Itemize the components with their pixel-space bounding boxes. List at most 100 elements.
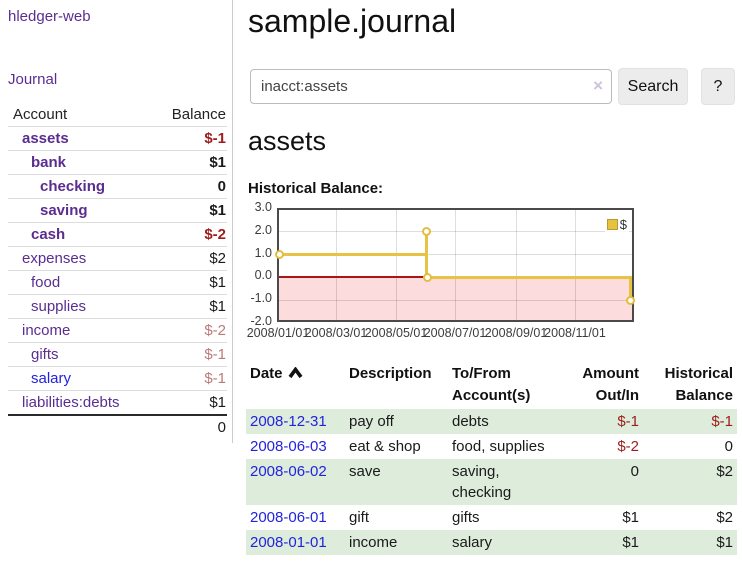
transaction-balance: $-1 <box>643 409 737 434</box>
gridline <box>279 254 632 255</box>
gridline <box>396 210 397 320</box>
accounts-total-row: 0 <box>8 414 227 439</box>
account-balance: 0 <box>150 174 227 199</box>
account-balance: $-2 <box>150 222 227 247</box>
data-point-marker <box>423 273 432 282</box>
help-button[interactable]: ? <box>701 68 735 105</box>
x-tick-label: 2008/07/01 <box>423 326 487 340</box>
sidebar-item-journal[interactable]: Journal <box>8 71 58 88</box>
account-row-food: food $1 <box>8 270 227 295</box>
account-balance: $2 <box>150 246 227 271</box>
sort-ascending-icon <box>288 367 302 379</box>
search-button[interactable]: Search <box>618 68 688 105</box>
sidebar: hledger-web Journal Account Balance asse… <box>0 0 233 443</box>
register-table: Date Description To/From Account(s) Amou… <box>246 361 737 555</box>
transaction-date-link[interactable]: 2008-06-02 <box>250 463 327 480</box>
account-balance: $-2 <box>150 318 227 343</box>
register-row[interactable]: 2008-06-01 gift gifts $1 $2 <box>246 505 737 530</box>
transaction-description: save <box>345 459 448 505</box>
transaction-accounts: debts <box>448 409 564 434</box>
chart-title: Historical Balance: <box>248 180 384 197</box>
data-point-marker <box>626 296 635 305</box>
account-link-gifts[interactable]: gifts <box>31 346 59 363</box>
description-column-header: Description <box>349 365 432 382</box>
account-row-cash: cash $-2 <box>8 222 227 247</box>
accounts-column-header: To/From Account(s) <box>452 365 531 404</box>
account-link-checking[interactable]: checking <box>40 178 106 195</box>
account-row-supplies: supplies $1 <box>8 294 227 319</box>
account-row-saving: saving $1 <box>8 198 227 223</box>
search-input[interactable] <box>250 69 612 104</box>
account-balance: $1 <box>150 270 227 295</box>
accounts-total-value: 0 <box>150 414 227 439</box>
transaction-date-link[interactable]: 2008-01-01 <box>250 534 327 551</box>
transaction-balance: 0 <box>724 438 733 455</box>
legend-label: $ <box>619 217 627 232</box>
app-title-link[interactable]: hledger-web <box>8 8 91 25</box>
balance-column-header: Balance <box>171 106 226 123</box>
chart-legend: $ <box>604 216 629 233</box>
balance-line-segment <box>279 253 427 256</box>
account-link-saving[interactable]: saving <box>40 202 88 219</box>
account-row-expenses: expenses $2 <box>8 246 227 271</box>
gridline <box>336 210 337 320</box>
transaction-balance: $1 <box>643 530 737 555</box>
transaction-accounts: saving, checking <box>448 459 564 505</box>
legend-dollar-swatch <box>606 219 618 230</box>
clear-search-icon[interactable]: × <box>593 76 603 95</box>
transaction-accounts: salary <box>448 530 564 555</box>
account-balance: $1 <box>150 198 227 223</box>
account-row-checking: checking 0 <box>8 174 227 199</box>
gridline <box>516 210 517 320</box>
account-link-supplies[interactable]: supplies <box>31 298 87 315</box>
register-row[interactable]: 2008-06-03 eat & shop food, supplies $-2… <box>246 434 737 459</box>
balance-line-segment <box>427 276 632 279</box>
transaction-amount: $-1 <box>564 409 643 434</box>
account-link-liabilities-debts[interactable]: liabilities:debts <box>22 394 120 411</box>
amount-column-header: Amount Out/In <box>582 365 639 404</box>
gridline <box>279 231 632 232</box>
balance-column-header: Historical Balance <box>664 365 733 404</box>
negative-region <box>279 278 632 320</box>
account-row-assets: assets $-1 <box>8 126 227 151</box>
account-link-food[interactable]: food <box>31 274 61 291</box>
register-row[interactable]: 2008-01-01 income salary $1 $1 <box>246 530 737 555</box>
y-tick-label: 1.0 <box>254 246 272 260</box>
account-link-salary[interactable]: salary <box>31 370 72 387</box>
account-link-assets[interactable]: assets <box>22 130 69 147</box>
transaction-date-link[interactable]: 2008-06-03 <box>250 438 327 455</box>
gridline <box>575 210 576 320</box>
account-balance: $-1 <box>150 342 227 367</box>
transaction-date-link[interactable]: 2008-12-31 <box>250 413 327 430</box>
transaction-accounts: gifts <box>452 509 480 526</box>
transaction-description: income <box>345 530 448 555</box>
account-column-header: Account <box>13 106 68 123</box>
transaction-amount: $1 <box>622 509 639 526</box>
y-tick-label: 0.0 <box>254 268 272 282</box>
transaction-description: pay off <box>345 409 448 434</box>
transaction-amount: $1 <box>564 530 643 555</box>
x-tick-label: 2008/11/01 <box>544 326 606 340</box>
gridline <box>279 300 632 301</box>
account-row-bank: bank $1 <box>8 150 227 175</box>
account-balance: $-1 <box>150 126 227 151</box>
account-link-cash[interactable]: cash <box>31 226 66 243</box>
data-point-marker <box>275 250 284 259</box>
x-tick-label: 2008/05/01 <box>364 326 428 340</box>
register-row[interactable]: 2008-12-31 pay off debts $-1 $-1 <box>246 409 737 434</box>
balance-line-segment <box>629 277 632 301</box>
date-column-header[interactable]: Date <box>246 361 345 409</box>
accounts-header-row: Account Balance <box>8 103 227 127</box>
account-row-salary: salary $-1 <box>8 366 227 391</box>
transaction-date-link[interactable]: 2008-06-01 <box>250 509 327 526</box>
transaction-balance: $2 <box>643 459 737 505</box>
register-row[interactable]: 2008-06-02 save saving, checking 0 $2 <box>246 459 737 505</box>
page-title: sample.journal <box>248 3 457 39</box>
account-link-income[interactable]: income <box>22 322 71 339</box>
search-bar: × <box>250 69 612 104</box>
y-tick-label: 3.0 <box>254 200 272 214</box>
account-row-gifts: gifts $-1 <box>8 342 227 367</box>
account-link-bank[interactable]: bank <box>31 154 67 171</box>
account-link-expenses[interactable]: expenses <box>22 250 87 267</box>
account-balance: $1 <box>150 390 227 415</box>
